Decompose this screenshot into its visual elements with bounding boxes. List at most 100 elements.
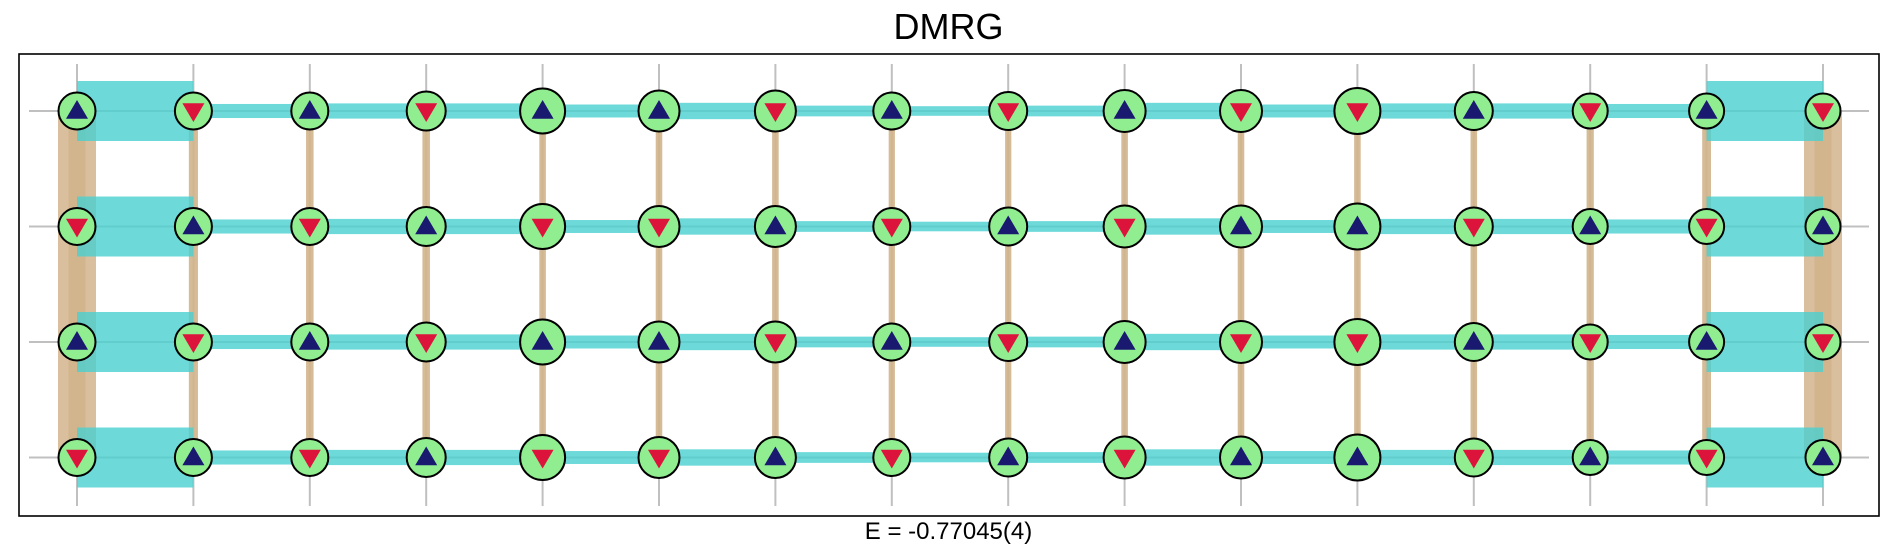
spin-down-icon <box>298 218 321 238</box>
horizontal-bond <box>1008 105 1125 117</box>
spin-down-icon <box>1230 334 1252 353</box>
spin-down-icon <box>182 103 205 122</box>
vertical-bond <box>1005 342 1012 458</box>
vertical-bond <box>188 342 198 458</box>
horizontal-bond <box>1706 196 1823 257</box>
spin-down-icon <box>880 449 903 469</box>
vertical-bond <box>1237 111 1245 227</box>
spin-up-icon <box>880 100 903 119</box>
spin-up-icon <box>415 446 438 466</box>
spin-up-icon <box>1695 331 1718 350</box>
vertical-bond <box>539 226 546 342</box>
horizontal-bond <box>1706 427 1823 488</box>
spin-down-icon <box>1579 103 1602 122</box>
horizontal-bond <box>1473 103 1591 119</box>
horizontal-bond <box>1241 220 1358 233</box>
spin-up-icon <box>1695 100 1718 119</box>
spin-up-icon <box>1113 331 1136 350</box>
horizontal-bond <box>1357 103 1474 119</box>
spin-down-icon <box>1113 449 1136 469</box>
vertical-bond <box>422 342 430 458</box>
spin-down-icon <box>1113 218 1136 238</box>
spin-up-icon <box>1579 215 1602 235</box>
horizontal-bond <box>309 103 427 119</box>
horizontal-bond <box>1241 104 1358 118</box>
spin-down-icon <box>1812 103 1834 122</box>
horizontal-bond <box>542 104 659 118</box>
spin-down-icon <box>1812 334 1834 353</box>
horizontal-bond <box>659 333 776 351</box>
spin-down-icon <box>1346 334 1369 353</box>
spin-down-icon <box>1462 449 1485 469</box>
horizontal-bond <box>1590 219 1707 234</box>
horizontal-bond <box>891 452 1009 463</box>
horizontal-bond <box>426 103 543 119</box>
spin-down-icon <box>66 218 88 238</box>
vertical-bond <box>539 342 546 458</box>
horizontal-bond <box>1008 221 1125 232</box>
spin-up-icon <box>1113 100 1136 119</box>
spin-down-icon <box>531 449 554 469</box>
horizontal-bond <box>1008 336 1125 348</box>
vertical-bond <box>1354 226 1361 342</box>
vertical-bond <box>1237 342 1245 458</box>
spin-down-icon <box>1230 103 1252 122</box>
horizontal-bond <box>1706 81 1823 141</box>
spin-up-icon <box>1812 215 1834 235</box>
spin-up-icon <box>1812 446 1834 466</box>
spin-up-icon <box>66 100 88 119</box>
horizontal-bond <box>1008 452 1125 463</box>
spin-down-icon <box>997 103 1020 122</box>
horizontal-bond <box>1241 451 1358 464</box>
vertical-bond <box>888 342 895 458</box>
horizontal-bond <box>775 336 892 348</box>
vertical-bond <box>1121 111 1128 227</box>
spin-up-icon <box>997 215 1020 235</box>
spin-up-icon <box>764 446 787 466</box>
vertical-bond <box>1470 342 1478 458</box>
horizontal-bond <box>775 452 892 463</box>
horizontal-bond <box>1590 103 1707 119</box>
spin-up-icon <box>1579 446 1602 466</box>
spin-down-icon <box>531 218 554 238</box>
horizontal-bond <box>659 218 776 235</box>
vertical-bond <box>1121 226 1128 342</box>
vertical-bond <box>1586 342 1594 458</box>
spin-down-icon <box>648 449 670 469</box>
horizontal-bond <box>891 337 1009 347</box>
plot-frame <box>18 53 1880 517</box>
vertical-bond <box>655 226 663 342</box>
spin-up-icon <box>997 446 1020 466</box>
vertical-bond <box>772 111 779 227</box>
vertical-bond <box>188 111 198 227</box>
spin-up-icon <box>182 215 205 235</box>
spin-up-icon <box>648 331 670 350</box>
vertical-bond <box>1470 226 1478 342</box>
spin-up-icon <box>1462 100 1485 119</box>
spin-down-icon <box>1579 334 1602 353</box>
horizontal-bond <box>426 218 543 235</box>
vertical-bond <box>422 226 430 342</box>
horizontal-bond <box>193 334 310 350</box>
horizontal-bond <box>1357 449 1474 466</box>
spin-up-icon <box>182 446 205 466</box>
spin-up-icon <box>415 215 438 235</box>
vertical-bond <box>888 226 895 342</box>
horizontal-bond <box>891 221 1009 232</box>
horizontal-bond <box>659 449 776 466</box>
spin-up-icon <box>1346 446 1369 466</box>
horizontal-bond <box>1241 335 1358 349</box>
spin-down-icon <box>182 334 205 353</box>
spin-up-icon <box>298 331 321 350</box>
horizontal-bond <box>1706 312 1823 372</box>
horizontal-bond <box>1473 334 1591 350</box>
horizontal-bond <box>426 334 543 350</box>
diagram-title: DMRG <box>893 6 1004 47</box>
horizontal-bond <box>1124 333 1241 351</box>
vertical-bond <box>1237 226 1245 342</box>
horizontal-bond <box>1473 449 1591 466</box>
spin-down-icon <box>648 218 670 238</box>
spin-down-icon <box>880 218 903 238</box>
spin-up-icon <box>1346 215 1369 235</box>
